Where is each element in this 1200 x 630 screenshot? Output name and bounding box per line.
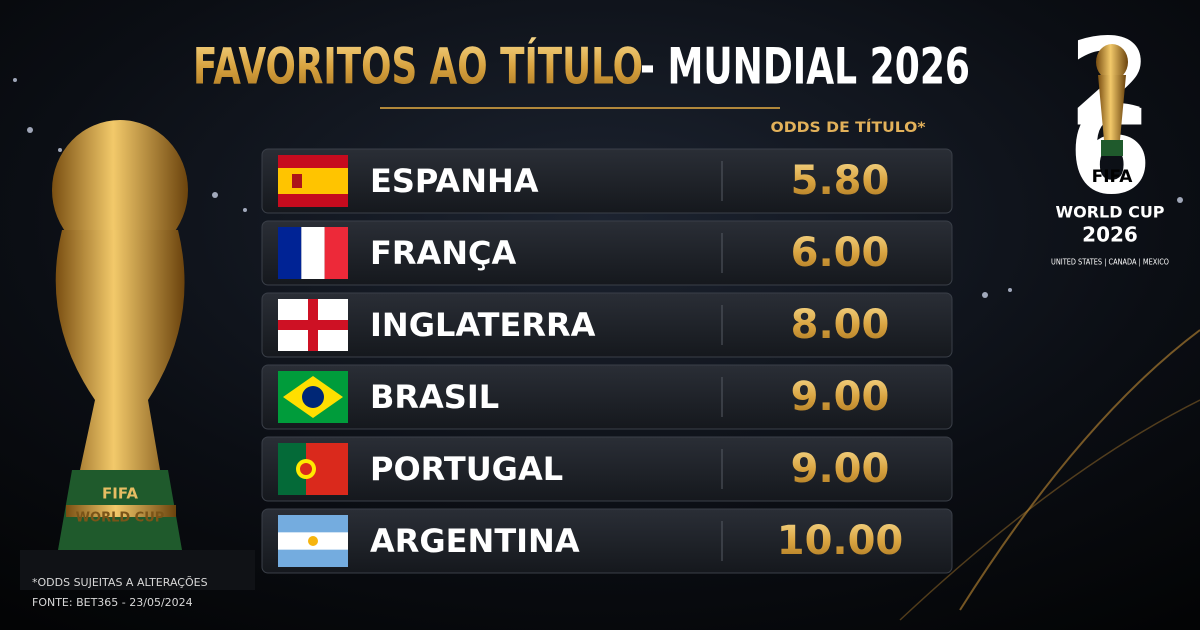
flag-part — [278, 320, 348, 330]
flag-part — [278, 227, 302, 279]
row-background — [261, 436, 953, 502]
team-name: INGLATERRA — [370, 306, 596, 344]
stadium-lights — [13, 78, 1183, 298]
decor-curve — [899, 399, 1200, 621]
row-background — [261, 148, 953, 214]
source: FONTE: BET365 - 23/05/2024 — [32, 596, 193, 609]
trophy: FIFA WORLD CUP — [20, 120, 255, 590]
title-white: - MUNDIAL 2026 — [640, 38, 970, 96]
flag — [278, 227, 348, 279]
logo-hosts: UNITED STATES | CANADA | MEXICO — [1051, 258, 1169, 267]
row-background — [261, 364, 953, 430]
logo-brand: FIFA — [1092, 167, 1134, 187]
team-name: ARGENTINA — [370, 522, 580, 560]
team-name: FRANÇA — [370, 234, 517, 272]
logo-event: WORLD CUP — [1055, 203, 1164, 222]
flag-part — [301, 227, 325, 279]
row-background — [261, 508, 953, 574]
flag-part — [278, 168, 348, 194]
odds-value: 9.00 — [791, 446, 890, 492]
table-row: ARGENTINA 10.00 — [261, 508, 953, 574]
table-row: ESPANHA 5.80 — [261, 148, 953, 214]
flag — [278, 371, 348, 423]
team-name: ESPANHA — [370, 162, 539, 200]
flag-part — [300, 463, 312, 475]
logo-year: 2026 — [1082, 223, 1138, 247]
table-row: BRASIL 9.00 — [261, 364, 953, 430]
odds-value: 9.00 — [791, 374, 890, 420]
flag — [278, 299, 348, 351]
odds-value: 8.00 — [791, 302, 890, 348]
row-background — [261, 292, 953, 358]
flag-part — [308, 536, 318, 546]
table-row: PORTUGAL 9.00 — [261, 436, 953, 502]
trophy-text: WORLD CUP — [76, 511, 165, 526]
team-name: BRASIL — [370, 378, 499, 416]
decor-curve — [959, 329, 1200, 611]
team-name: PORTUGAL — [370, 450, 563, 488]
odds-value: 10.00 — [777, 518, 904, 564]
odds-value: 5.80 — [791, 158, 890, 204]
trophy-text: FIFA — [102, 485, 138, 503]
footnote: *ODDS SUJEITAS A ALTERAÇÕES — [32, 576, 208, 589]
flag-part — [324, 227, 348, 279]
flag — [278, 443, 348, 495]
table-row: INGLATERRA 8.00 — [261, 292, 953, 358]
flag — [278, 155, 348, 207]
flag — [278, 515, 348, 567]
column-header: ODDS DE TÍTULO* — [771, 119, 927, 136]
flag-part — [302, 386, 324, 408]
flag-part — [292, 174, 302, 188]
title-gold: FAVORITOS AO TÍTULO — [193, 37, 643, 96]
odds-value: 6.00 — [791, 230, 890, 276]
wc-logo: 2 6 FIFA WORLD CUP 2026 UNITED STATES | … — [1051, 15, 1169, 267]
row-background — [261, 220, 953, 286]
table: ESPANHA 5.80 FRANÇA 6.00 INGLATERRA 8.00 BRASI… — [261, 148, 953, 574]
table-row: FRANÇA 6.00 — [261, 220, 953, 286]
